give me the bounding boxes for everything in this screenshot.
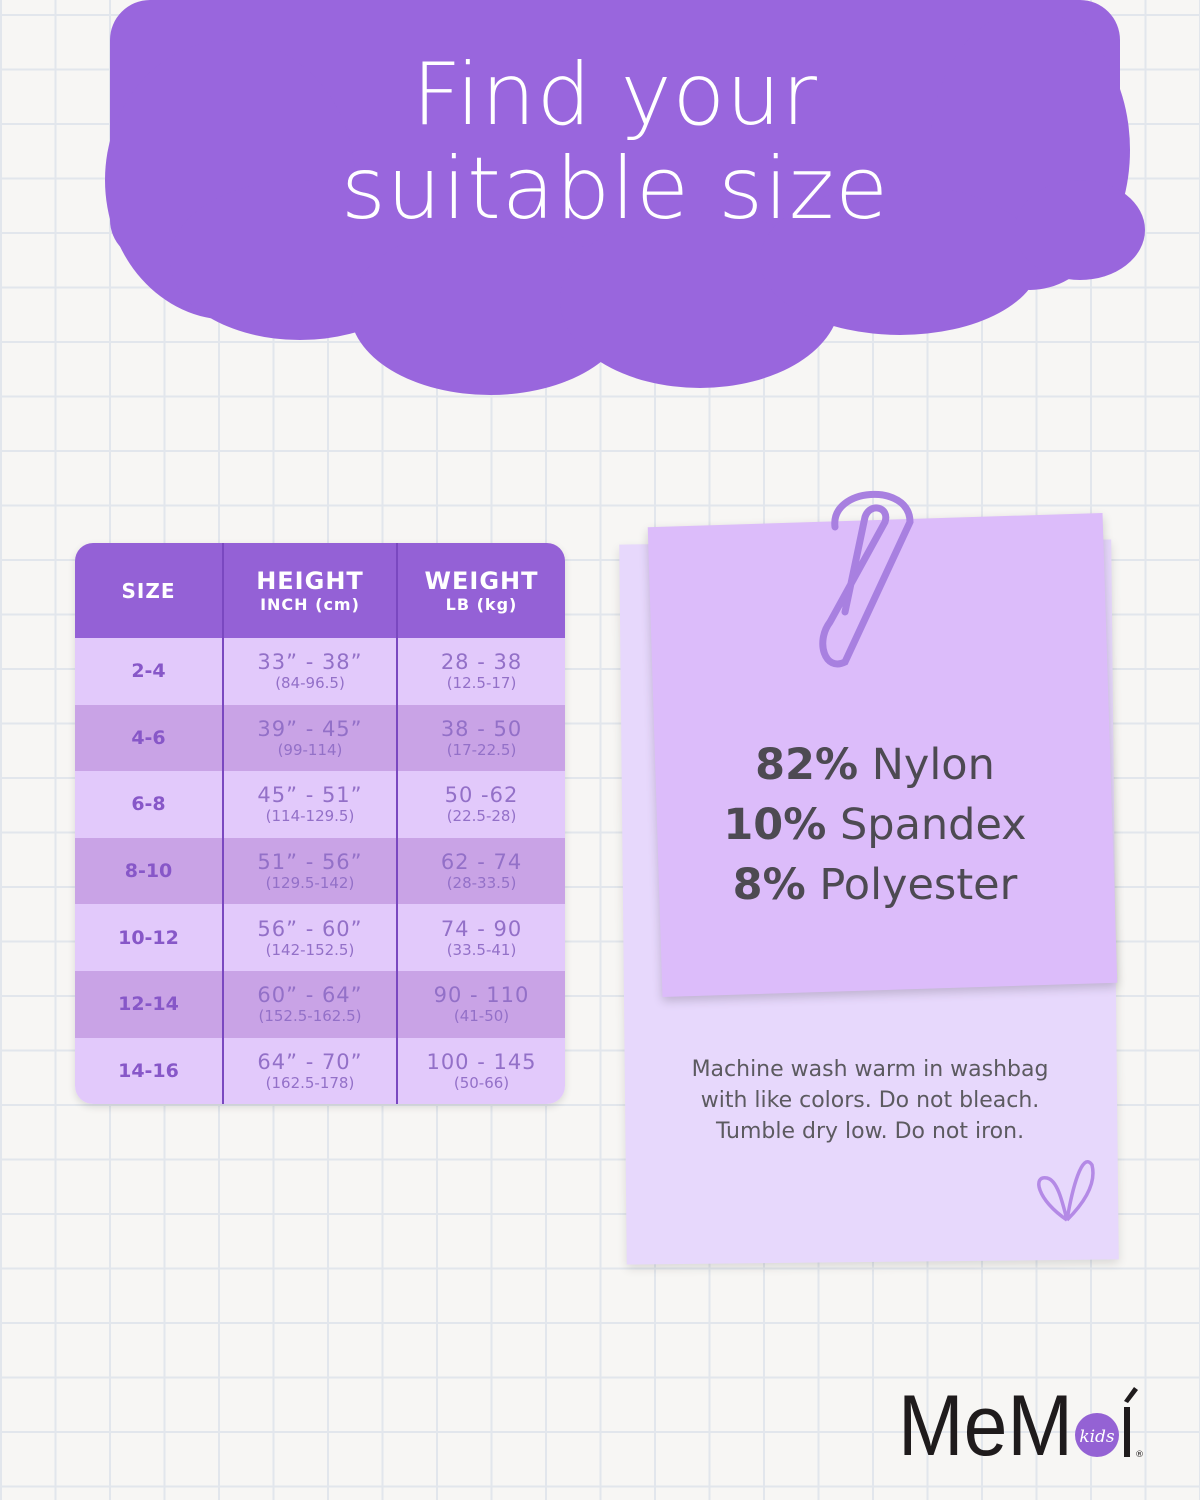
height-cm-cell: (99-114) bbox=[277, 740, 343, 759]
care-line: Tumble dry low. Do not iron. bbox=[715, 1119, 1025, 1144]
height-cell: 33” - 38” bbox=[257, 650, 363, 675]
table-row: 12-14 60” - 64” (152.5-162.5) 90 - 110 (41… bbox=[75, 970, 565, 1038]
table-row: 2-4 33” - 38” (84-96.5) 28 - 38 (12.5-17) bbox=[75, 638, 565, 705]
header-weight-unit: LB (kg) bbox=[445, 595, 518, 614]
weight-cell: 50 -62 bbox=[444, 783, 519, 808]
page-title: Find your suitable size bbox=[0, 48, 1200, 236]
table-row: 4-6 39” - 45” (99-114) 38 - 50 (17-22.5) bbox=[75, 704, 565, 772]
weight-kg-cell: (41-50) bbox=[453, 1007, 510, 1026]
svg-text:kids: kids bbox=[1079, 1427, 1115, 1447]
height-cell: 64” - 70” bbox=[257, 1049, 363, 1074]
height-cell: 45” - 51” bbox=[257, 783, 363, 808]
weight-kg-cell: (22.5-28) bbox=[446, 807, 517, 826]
composition-material: Polyester bbox=[819, 860, 1018, 910]
weight-cell: 90 - 110 bbox=[433, 983, 530, 1008]
weight-cell: 100 - 145 bbox=[426, 1049, 537, 1074]
table-row: 14-16 64” - 70” (162.5-178) 100 - 145 (50-… bbox=[75, 1037, 565, 1104]
paperclip-icon bbox=[819, 490, 914, 668]
weight-kg-cell: (17-22.5) bbox=[446, 740, 517, 759]
height-cm-cell: (162.5-178) bbox=[265, 1073, 355, 1092]
header-weight: WEIGHT bbox=[424, 567, 539, 595]
svg-text:MeM: MeM bbox=[898, 1385, 1073, 1465]
composition-material: Nylon bbox=[871, 740, 995, 790]
weight-cell: 38 - 50 bbox=[440, 716, 523, 741]
weight-kg-cell: (33.5-41) bbox=[446, 940, 517, 959]
table-row: 10-12 56” - 60” (142-152.5) 74 - 90 (33.5-… bbox=[75, 904, 565, 971]
composition-line: 82% Nylon bbox=[660, 735, 1090, 795]
fabric-composition: 82% Nylon 10% Spandex 8% Polyester bbox=[660, 735, 1090, 915]
weight-cell: 62 - 74 bbox=[440, 850, 523, 875]
header-height: HEIGHT bbox=[256, 567, 364, 595]
weight-kg-cell: (50-66) bbox=[453, 1073, 510, 1092]
cloud-banner bbox=[105, 0, 1145, 395]
size-cell: 14-16 bbox=[118, 1059, 179, 1082]
table-row: 8-10 51” - 56” (129.5-142) 62 - 74 (28-33.… bbox=[75, 837, 565, 905]
weight-cell: 74 - 90 bbox=[440, 916, 523, 941]
height-cm-cell: (129.5-142) bbox=[265, 874, 355, 893]
composition-percent: 8% bbox=[732, 860, 806, 910]
title-line-1: Find your bbox=[412, 45, 818, 145]
care-line: with like colors. Do not bleach. bbox=[700, 1088, 1040, 1113]
height-cell: 51” - 56” bbox=[257, 850, 363, 875]
care-instructions: Machine wash warm in washbag with like c… bbox=[650, 1054, 1090, 1147]
height-cm-cell: (114-129.5) bbox=[265, 807, 355, 826]
size-cell: 6-8 bbox=[131, 793, 166, 816]
height-cell: 39” - 45” bbox=[257, 716, 363, 741]
weight-kg-cell: (28-33.5) bbox=[446, 874, 517, 893]
size-cell: 10-12 bbox=[118, 926, 179, 949]
weight-kg-cell: (12.5-17) bbox=[446, 674, 517, 693]
size-cell: 8-10 bbox=[124, 860, 173, 883]
composition-percent: 82% bbox=[755, 740, 859, 790]
composition-line: 10% Spandex bbox=[660, 795, 1090, 855]
header-size: SIZE bbox=[121, 578, 176, 603]
height-cm-cell: (142-152.5) bbox=[265, 940, 355, 959]
table-header: SIZE HEIGHT INCH (cm) WEIGHT LB (kg) bbox=[75, 543, 565, 638]
height-cm-cell: (152.5-162.5) bbox=[258, 1007, 362, 1026]
heart-doodle-icon bbox=[1037, 1160, 1095, 1222]
height-cell: 60” - 64” bbox=[257, 983, 363, 1008]
size-chart-table: SIZE HEIGHT INCH (cm) WEIGHT LB (kg) 2-4 3… bbox=[75, 543, 565, 1104]
composition-line: 8% Polyester bbox=[660, 855, 1090, 915]
composition-material: Spandex bbox=[839, 800, 1027, 850]
header-height-unit: INCH (cm) bbox=[260, 595, 360, 614]
size-cell: 2-4 bbox=[131, 660, 166, 683]
title-line-2: suitable size bbox=[340, 139, 890, 239]
table-row: 6-8 45” - 51” (114-129.5) 50 -62 (22.5-28) bbox=[75, 771, 565, 838]
composition-percent: 10% bbox=[723, 800, 827, 850]
height-cm-cell: (84-96.5) bbox=[275, 674, 345, 693]
weight-cell: 28 - 38 bbox=[440, 650, 523, 675]
size-cell: 4-6 bbox=[131, 726, 166, 749]
care-line: Machine wash warm in washbag bbox=[691, 1057, 1049, 1082]
memoi-kids-logo: MeM kids ® bbox=[898, 1385, 1144, 1465]
svg-text:®: ® bbox=[1135, 1450, 1144, 1460]
size-cell: 12-14 bbox=[118, 993, 179, 1016]
height-cell: 56” - 60” bbox=[257, 916, 363, 941]
